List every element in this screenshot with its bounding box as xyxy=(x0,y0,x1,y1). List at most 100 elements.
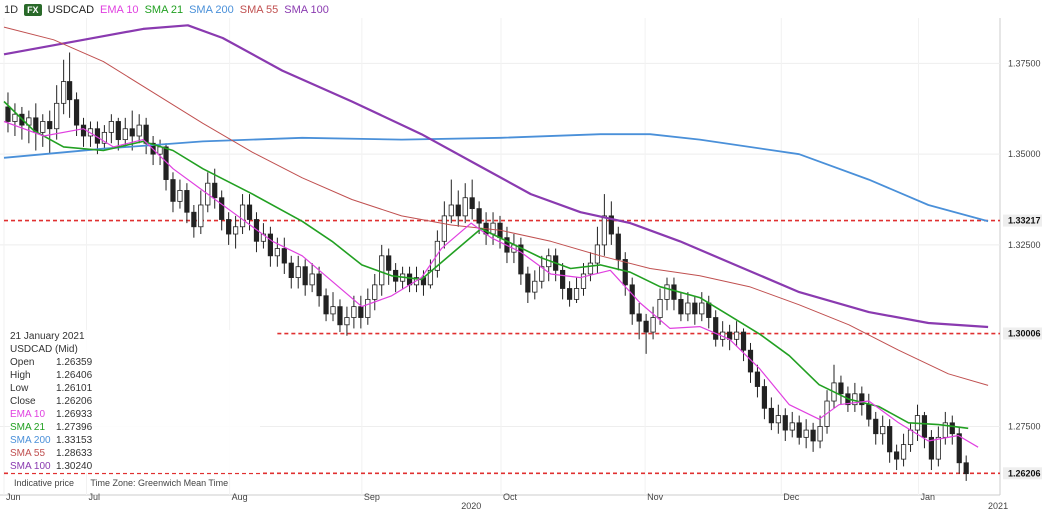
legend-ema10[interactable]: EMA 10 xyxy=(100,4,139,16)
info-row-value: 1.26206 xyxy=(56,396,93,407)
candle-body-down xyxy=(608,215,614,235)
candle-body-up xyxy=(365,298,371,318)
candle-body-down xyxy=(678,298,684,315)
candle-body-up xyxy=(532,280,538,293)
info-row-label: SMA 200 xyxy=(10,435,51,446)
candle-body-down xyxy=(302,266,308,286)
y-tick-label: 1.32500 xyxy=(1008,240,1041,250)
candle-body-up xyxy=(379,255,385,286)
candle-body-down xyxy=(887,426,893,453)
candle-body-down xyxy=(894,451,900,460)
candle-body-down xyxy=(692,302,698,315)
candle-body-down xyxy=(386,255,392,271)
candle-body-down xyxy=(768,407,774,424)
x-year-label: 2020 xyxy=(461,501,481,511)
candle-body-up xyxy=(789,422,795,431)
x-tick-label: Sep xyxy=(364,492,380,502)
candle-body-up xyxy=(40,121,46,133)
x-tick-label: Nov xyxy=(647,492,664,502)
candle-body-up xyxy=(601,215,607,246)
candle-body-up xyxy=(733,331,740,340)
level-label: 1.26206 xyxy=(1008,468,1041,478)
info-row-value: 1.26933 xyxy=(56,409,93,420)
candle-body-down xyxy=(838,382,844,395)
info-rows: Open 1.26359 High 1.26406 Low 1.26101 Close 1.2… xyxy=(10,356,260,473)
candle-body-up xyxy=(136,124,142,137)
candle-body-down xyxy=(281,248,287,264)
x-tick-label: Jan xyxy=(920,492,935,502)
candle-body-down xyxy=(796,422,802,438)
level-label: 1.30006 xyxy=(1008,329,1041,339)
candle-body-down xyxy=(629,284,635,315)
candle-body-down xyxy=(928,436,935,460)
candle-body-down xyxy=(246,204,253,220)
candle-body-down xyxy=(219,197,225,220)
candle-body-down xyxy=(80,124,87,137)
candle-body-down xyxy=(761,386,768,409)
candle-body-down xyxy=(706,302,712,318)
ohlc-info-panel: 21 January 2021 USDCAD (Mid) Open 1.26359… xyxy=(10,330,260,473)
level-marker-bg xyxy=(1003,327,1042,340)
candle-body-up xyxy=(344,317,350,326)
candle-body-up xyxy=(657,298,663,318)
candle-body-down xyxy=(226,219,232,235)
legend-sma200[interactable]: SMA 200 xyxy=(189,4,234,16)
candle-body-down xyxy=(358,306,364,318)
candle-body-up xyxy=(239,204,246,228)
legend-sma21[interactable]: SMA 21 xyxy=(144,4,184,16)
y-tick-label: 1.37500 xyxy=(1008,58,1041,68)
candle-body-down xyxy=(406,273,413,286)
info-row-value: 1.26101 xyxy=(56,383,93,394)
candle-body-down xyxy=(476,208,482,224)
candle-body-up xyxy=(900,444,907,460)
candle-body-up xyxy=(54,102,60,130)
candle-body-up xyxy=(157,146,163,155)
candle-body-down xyxy=(866,404,872,420)
candle-body-down xyxy=(560,269,566,289)
symbol-label[interactable]: USDCAD xyxy=(47,4,95,16)
candle-body-up xyxy=(587,262,594,275)
candle-body-up xyxy=(427,269,434,286)
info-row-label: Low xyxy=(10,383,29,394)
info-row: SMA 100 1.30240 xyxy=(10,460,260,473)
legend-sma100[interactable]: SMA 100 xyxy=(284,4,329,16)
candle-body-down xyxy=(316,273,322,297)
candle-body-down xyxy=(956,433,962,464)
info-row: Low 1.26101 xyxy=(10,382,260,395)
info-row-label: SMA 21 xyxy=(10,422,46,433)
legend-sma55[interactable]: SMA 55 xyxy=(239,4,279,16)
candle-body-down xyxy=(525,273,531,293)
timeframe-label[interactable]: 1D xyxy=(4,4,19,16)
candle-body-up xyxy=(198,204,204,228)
candle-body-up xyxy=(233,226,239,235)
candle-body-down xyxy=(455,204,461,217)
candle-body-down xyxy=(5,106,11,122)
candle-body-down xyxy=(859,393,865,406)
candle-body-up xyxy=(434,240,440,271)
info-row: EMA 10 1.26933 xyxy=(10,408,260,421)
info-row-label: SMA 55 xyxy=(10,448,46,459)
candle-body-down xyxy=(518,244,524,275)
info-row-label: EMA 10 xyxy=(10,409,46,420)
candle-body-down xyxy=(288,262,294,279)
candle-body-up xyxy=(539,266,545,282)
candle-body-up xyxy=(448,204,454,217)
series-line-sma55 xyxy=(3,26,989,386)
info-row: Close 1.26206 xyxy=(10,395,260,408)
candle-body-up xyxy=(12,113,18,122)
info-row: Open 1.26359 xyxy=(10,356,260,369)
candle-body-up xyxy=(817,426,823,442)
info-row: SMA 21 1.27396 xyxy=(10,421,260,434)
info-row-label: High xyxy=(10,370,31,381)
candle-body-up xyxy=(351,306,357,318)
x-year-label: 2021 xyxy=(988,501,1008,511)
candle-body-down xyxy=(636,313,642,322)
candle-body-down xyxy=(170,179,176,202)
candle-body-down xyxy=(566,288,573,300)
info-instrument: USDCAD (Mid) xyxy=(10,344,78,355)
candle-body-up xyxy=(573,288,580,300)
candle-body-down xyxy=(782,415,788,431)
candle-body-up xyxy=(177,190,183,202)
candle-body-up xyxy=(122,128,128,141)
y-tick-label: 1.35000 xyxy=(1008,149,1041,159)
